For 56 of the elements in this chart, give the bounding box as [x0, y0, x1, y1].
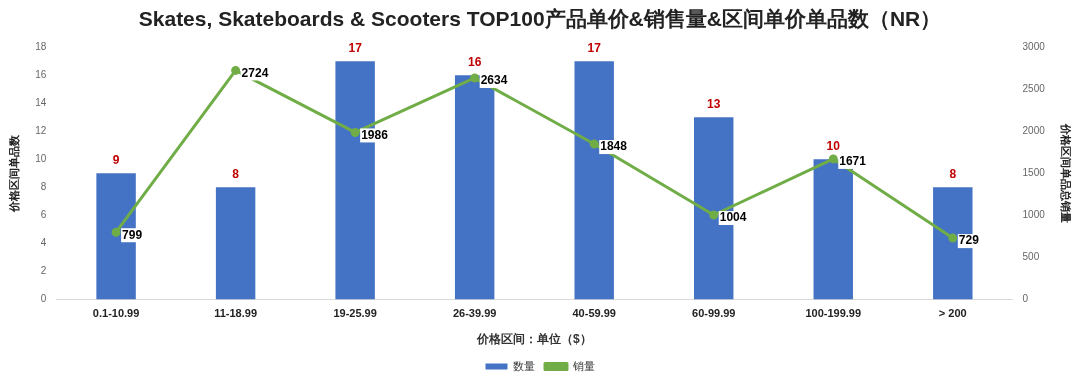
legend-label: 销量: [571, 359, 595, 372]
point: [470, 73, 480, 83]
legend-label: 数量: [513, 359, 535, 372]
bar: [215, 187, 256, 300]
y2-tick-label: 1500: [1022, 167, 1046, 179]
y-tick-label: 16: [35, 68, 47, 80]
y-tick-label: 10: [35, 153, 47, 165]
y2-tick-label: 500: [1022, 251, 1040, 263]
point: [111, 227, 121, 237]
data-label: 2634: [480, 73, 508, 88]
point: [828, 154, 838, 164]
y2-tick-label: 3000: [1022, 40, 1046, 52]
point: [231, 65, 241, 75]
x-tick-label: 60-99.99: [692, 307, 736, 320]
y-tick-label: 12: [35, 125, 47, 137]
x-tick-label: 11-18.99: [214, 307, 258, 320]
x-tick-label: 0.1-10.99: [92, 307, 140, 320]
y-tick-label: 18: [35, 40, 47, 52]
x-tick-label: 26-39.99: [452, 307, 497, 320]
point: [948, 233, 958, 243]
x-tick-label: > 200: [938, 307, 967, 320]
y-tick-label: 8: [40, 181, 47, 193]
data-label: 2724: [241, 65, 269, 80]
data-label: 799: [122, 227, 143, 242]
y-tick-label: 6: [40, 209, 47, 221]
data-label: 17: [587, 40, 602, 55]
chart-title: Skates, Skateboards & Scooters TOP100产品单价&销售量&区间单价单品数（NR）: [138, 7, 942, 31]
x-axis-title: 价格区间：单位（$）: [476, 332, 592, 347]
y-tick-label: 2: [40, 265, 47, 277]
data-label: 1671: [839, 154, 867, 169]
y2-tick-label: 2500: [1022, 82, 1046, 94]
x-tick-label: 100-199.99: [805, 307, 862, 320]
point: [589, 139, 599, 149]
y-tick-label: 4: [40, 237, 47, 249]
x-tick-label: 19-25.99: [333, 307, 377, 320]
data-label: 1848: [600, 139, 628, 154]
data-label: 10: [826, 138, 841, 153]
data-label: 8: [949, 166, 957, 181]
data-label: 1986: [361, 127, 389, 142]
y2-axis-title: 价格区间单品总销量: [1060, 122, 1073, 223]
point: [350, 127, 360, 137]
point: [709, 210, 719, 220]
y2-tick-label: 0: [1022, 293, 1029, 305]
y-axis-title: 价格区间单品数: [7, 133, 20, 213]
data-label: 729: [958, 233, 980, 248]
y-tick-label: 0: [40, 293, 47, 305]
y2-tick-label: 2000: [1022, 125, 1046, 137]
data-label: 13: [707, 96, 721, 111]
data-label: 1004: [719, 210, 747, 225]
data-label: 8: [232, 166, 240, 181]
data-label: 16: [467, 54, 482, 69]
y2-tick-label: 1000: [1022, 209, 1046, 221]
data-label: 17: [348, 40, 363, 55]
y-tick-label: 14: [35, 96, 47, 108]
x-tick-label: 40-59.99: [572, 307, 616, 320]
data-label: 9: [112, 152, 120, 167]
